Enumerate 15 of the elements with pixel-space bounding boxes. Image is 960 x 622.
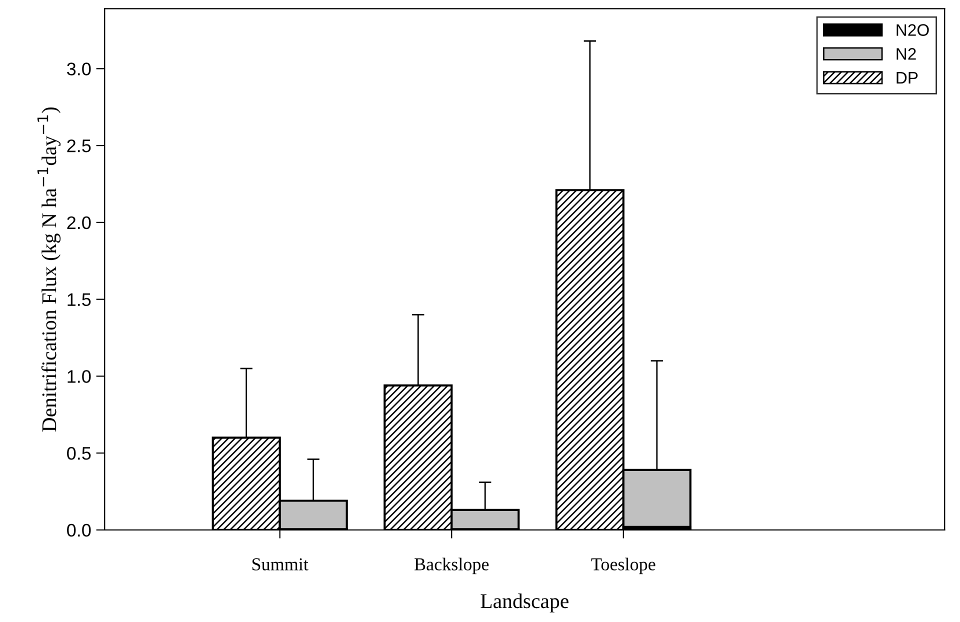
x-tick-label: Backslope [414, 558, 489, 574]
y-tick-label: 0.0 [67, 524, 91, 537]
x-axis-title: Landscape [480, 594, 568, 612]
legend-label: DP [896, 72, 918, 84]
y-tick-label: 3.0 [67, 62, 91, 76]
legend-label: N2O [896, 24, 929, 36]
x-tick-label: Toeslope [591, 558, 656, 574]
y-tick-label: 2.0 [67, 216, 91, 230]
y-tick-label: 0.5 [67, 447, 91, 460]
y-axis-title: Denitrification Flux (kg N ha$^{−1}$day$^{−1}$) [37, 107, 61, 432]
legend-label: N2 [896, 48, 916, 60]
y-tick-label: 1.0 [68, 370, 91, 383]
y-tick-label: 2.5 [67, 139, 91, 152]
x-tick-label: Summit [252, 558, 308, 570]
y-tick-label: 1.5 [68, 293, 91, 306]
